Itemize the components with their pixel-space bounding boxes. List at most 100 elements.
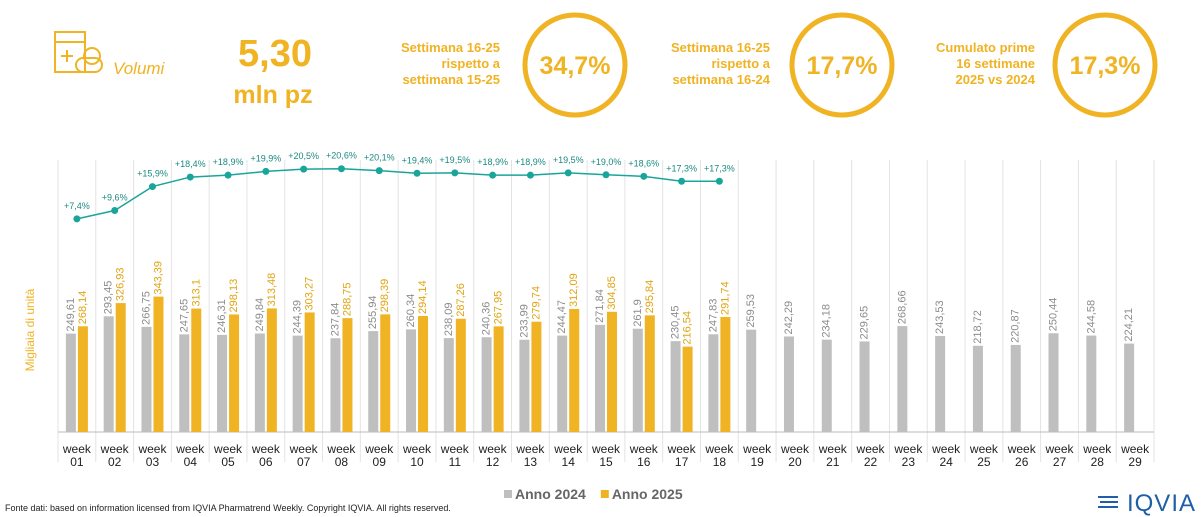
data-label: 246,31	[216, 299, 228, 333]
bar	[65, 333, 76, 432]
growth-label: +18,6%	[628, 158, 659, 168]
data-label: 266,75	[140, 291, 152, 325]
growth-label: +17,3%	[666, 163, 697, 173]
bar	[153, 296, 164, 432]
x-tick-label: week 20	[780, 442, 809, 469]
kpi-text: settimana 15-25	[402, 72, 500, 87]
data-label: 220,87	[1010, 309, 1022, 343]
bar	[103, 316, 114, 432]
growth-label: +9,6%	[102, 193, 128, 203]
x-tick-label: week 28	[1083, 442, 1112, 469]
kpi-text: rispetto a	[711, 56, 770, 71]
bar	[897, 326, 908, 432]
growth-point	[678, 177, 686, 185]
data-label: 298,13	[228, 279, 240, 313]
bar	[670, 341, 681, 432]
source-note: Fonte dati: based on information license…	[5, 503, 451, 513]
bar	[266, 308, 277, 432]
bar	[972, 345, 983, 432]
data-label: 243,53	[934, 300, 946, 334]
growth-label: +18,4%	[175, 159, 206, 169]
bar	[179, 334, 190, 432]
x-tick-label: week 12	[478, 442, 507, 469]
bar	[746, 329, 757, 432]
x-tick-label: week 16	[629, 442, 658, 469]
kpi-text: settimana 16-24	[672, 72, 770, 87]
bar	[229, 314, 240, 432]
growth-point	[564, 169, 572, 177]
data-label: 242,29	[783, 301, 795, 335]
growth-label: +7,4%	[64, 201, 90, 211]
bar	[595, 324, 605, 432]
x-tick-label: week 26	[1007, 442, 1036, 469]
data-label: 313,1	[190, 279, 202, 307]
growth-label: +20,6%	[326, 151, 357, 161]
legend-label: Anno 2024	[515, 486, 586, 502]
x-tick-label: week 11	[440, 442, 469, 469]
kpi-text: Settimana 16-25	[671, 40, 770, 55]
x-tick-label: week 14	[554, 442, 583, 469]
volume-icon	[54, 31, 103, 73]
data-label: 244,39	[292, 300, 304, 334]
data-label: 259,53	[745, 294, 757, 328]
growth-label: +19,5%	[439, 155, 470, 165]
x-tick-label: week 29	[1121, 442, 1150, 469]
data-label: 216,54	[682, 311, 694, 345]
data-label: 312,09	[568, 273, 580, 307]
x-tick-label: week 01	[62, 442, 91, 469]
growth-point	[111, 207, 119, 215]
growth-label: +18,9%	[515, 157, 546, 167]
data-label: 233,99	[518, 304, 530, 338]
growth-point	[413, 169, 421, 177]
bar	[380, 314, 391, 432]
bar	[304, 312, 315, 432]
bar	[1086, 335, 1097, 432]
bar	[77, 326, 88, 432]
growth-point	[148, 183, 156, 191]
data-label: 247,83	[707, 299, 719, 333]
data-label: 279,74	[530, 286, 542, 320]
legend-swatch	[600, 490, 609, 498]
data-label: 224,21	[1123, 308, 1135, 342]
x-tick-label: week 21	[818, 442, 847, 469]
legend-swatch	[504, 490, 512, 498]
data-label: 255,94	[367, 295, 379, 329]
bar	[531, 321, 542, 432]
data-label: 218,72	[972, 310, 984, 344]
x-tick-label: week 23	[894, 442, 923, 469]
growth-point	[186, 173, 194, 181]
kpi-value: 17,7%	[807, 52, 878, 80]
logo-mark	[1098, 496, 1118, 508]
data-label: 229,65	[859, 306, 871, 340]
bar	[292, 335, 303, 432]
data-label: 288,75	[341, 282, 353, 316]
bar	[607, 311, 617, 432]
growth-label: +18,9%	[477, 157, 508, 167]
bar	[141, 326, 152, 432]
x-tick-label: week 19	[743, 442, 772, 469]
x-tick-label: week 06	[251, 442, 280, 469]
header-unit: mln pz	[233, 81, 312, 109]
growth-label: +19,4%	[402, 155, 433, 165]
data-label: 249,61	[65, 298, 77, 332]
growth-point	[526, 171, 534, 179]
y-axis-label: Migliaia di unità	[23, 288, 37, 371]
bar	[481, 337, 492, 432]
bar	[455, 318, 466, 432]
kpi-text: rispetto a	[441, 56, 500, 71]
growth-point	[300, 165, 308, 173]
growth-label: +17,3%	[704, 163, 735, 173]
growth-point	[73, 215, 81, 223]
growth-point	[489, 171, 497, 179]
data-label: 291,74	[719, 281, 731, 315]
growth-point	[602, 171, 610, 179]
data-label: 313,48	[266, 273, 278, 307]
data-label: 294,14	[417, 280, 429, 314]
header-label: Volumi	[113, 59, 166, 78]
data-label: 343,39	[152, 261, 164, 295]
growth-label: +19,5%	[553, 155, 584, 165]
data-label: 303,27	[304, 277, 316, 311]
growth-label: +18,9%	[213, 157, 244, 167]
data-label: 249,84	[254, 298, 266, 332]
